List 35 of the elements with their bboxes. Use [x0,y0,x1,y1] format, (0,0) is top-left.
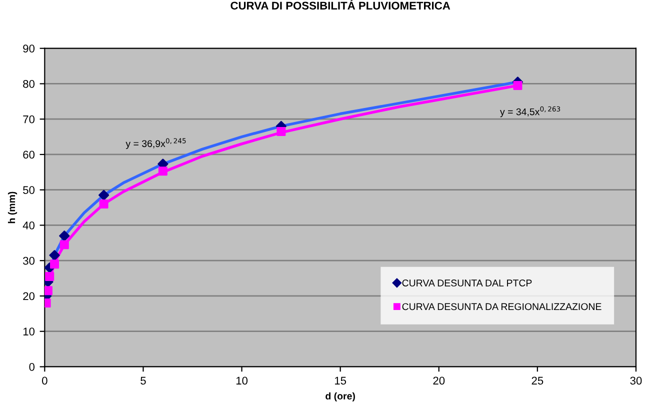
x-tick-label: 0 [42,376,48,385]
point [45,272,54,282]
annotation: y = 36,9x$^{0,245}$ [126,138,186,149]
point [158,166,168,176]
point [59,230,70,242]
x-tick-label: 15 [334,376,346,385]
point [276,126,286,136]
y-tick-label: 50 [23,186,35,194]
x-tick-label: 20 [433,376,445,385]
y-tick-label: 80 [23,80,35,88]
y-tick-label: 70 [23,115,35,124]
point [99,200,108,209]
point [513,81,522,90]
point [49,250,60,261]
y-tick-label: 20 [23,292,35,300]
y-axis-title: h (mm) [8,192,18,224]
point [98,190,110,200]
x-tick-label: 10 [236,376,248,385]
y-tick-label: 60 [23,150,35,159]
y-tick-label: 0 [29,362,35,371]
x-tick-label: 30 [630,376,642,385]
y-tick-label: 40 [22,222,35,230]
x-tick-label: 5 [140,376,146,385]
y-tick-label: 90 [23,44,35,52]
point [60,240,69,250]
annotation: y = 34,5x$^{0,263}$ [500,106,560,118]
x-axis-title: d (ore) [326,392,355,402]
y-tick-label: 30 [23,256,35,265]
legend-label: CURVA DESUNTA DA REGIONALIZZAZIONE [402,303,602,310]
chart-title: CURVA DI POSSIBILITÁ PLUVIOMETRICA [230,0,450,10]
point [44,286,52,296]
point [50,260,60,269]
legend-label: CURVA DESUNTA DAL PTCP [402,280,532,286]
x-tick-label: 25 [532,376,544,385]
y-tick-label: 10 [23,328,35,336]
